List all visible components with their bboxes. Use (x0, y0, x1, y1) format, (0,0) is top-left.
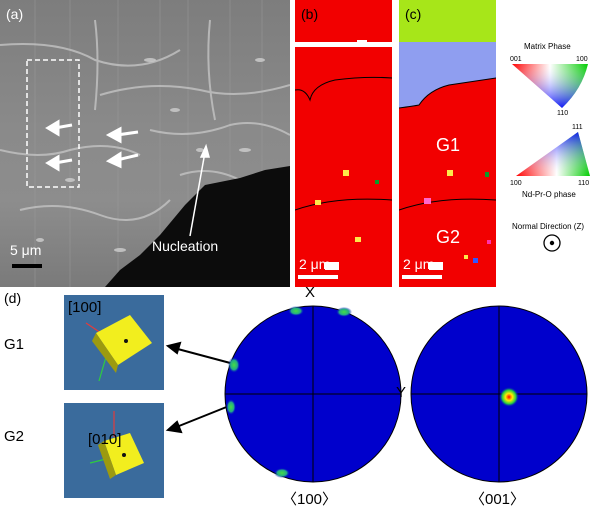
panel-c-label: (c) (405, 6, 422, 22)
sem-image-panel: (a) Nucleation 5 μm (0, 0, 290, 287)
ndpro-ipf-triangle (516, 132, 590, 176)
cube-g1-label: G1 (4, 336, 25, 353)
ndpro-corner-110: 110 (578, 180, 590, 187)
panel-a-scale-label: 5 μm (10, 242, 42, 258)
cube-g2-view: [010] (64, 403, 164, 498)
ndpro-phase-title: Nd-Pr-O phase (522, 190, 576, 199)
grain-g1-label: G1 (436, 135, 461, 155)
normal-direction-icon (543, 234, 561, 252)
panel-b-scale-bar (298, 275, 338, 279)
ebsd-map-b: (b) 2 μm (295, 0, 392, 287)
matrix-phase-title: Matrix Phase (524, 42, 571, 51)
panel-a-scale-bar (12, 264, 42, 268)
normal-direction-label: Normal Direction (Z) (512, 222, 585, 231)
pole-axis-y: Y (396, 384, 407, 401)
cube-g2-direction: [010] (88, 431, 122, 448)
cube-g1-direction: [100] (68, 299, 102, 316)
cube-g1-view: [100] (64, 295, 164, 390)
panel-b-label: (b) (301, 6, 319, 22)
panel-c-scale-label: 2 μm (403, 256, 435, 272)
panel-b-scale-label: 2 μm (299, 256, 331, 272)
matrix-corner-001: 001 (510, 56, 522, 63)
ndpro-corner-111: 111 (572, 124, 583, 131)
pole-figure-001-label: 〈001〉 (470, 491, 526, 508)
pole-axis-x: X (305, 284, 316, 301)
matrix-corner-110: 110 (557, 110, 569, 117)
panel-d-label: (d) (4, 290, 22, 306)
ndpro-corner-100: 100 (510, 180, 522, 187)
panel-c-scale-bar (402, 275, 442, 279)
matrix-corner-100: 100 (576, 56, 588, 63)
ebsd-map-c: (c) G1 G2 2 μm (399, 0, 496, 287)
nucleation-label: Nucleation (152, 238, 219, 254)
matrix-ipf-triangle (512, 64, 588, 108)
pole-figure-001 (410, 305, 588, 483)
grain-g2-label: G2 (436, 227, 461, 247)
pole-figure-100-label: 〈100〉 (282, 491, 338, 508)
pole-figure-100 (224, 305, 402, 483)
panel-a-label: (a) (6, 6, 24, 22)
pole-connector-arrows (165, 341, 235, 434)
sem-microstructure (0, 0, 290, 287)
cube-g2-label: G2 (4, 428, 25, 445)
